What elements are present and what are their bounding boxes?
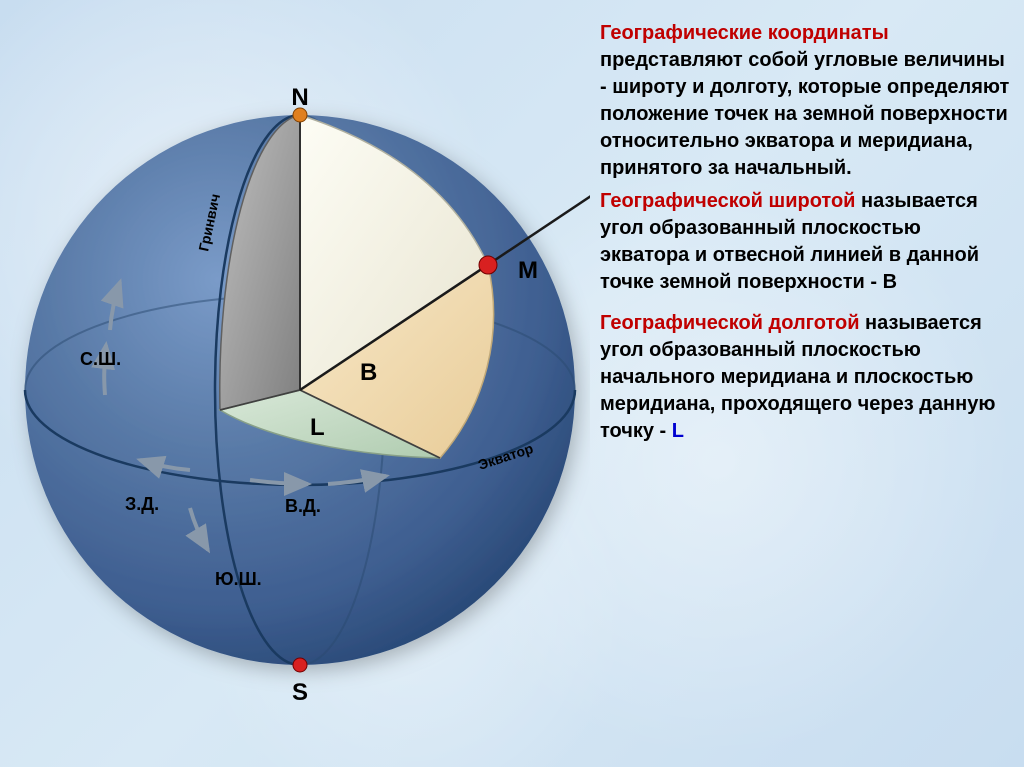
- para-2: Географической широтой называется угол о…: [600, 188, 1010, 296]
- p1-body: представляют собой угловые величины - ши…: [600, 49, 1009, 179]
- p3-letter: L: [672, 420, 684, 442]
- p3-term: Географической долготой: [600, 312, 859, 334]
- label-m: M: [518, 257, 538, 284]
- label-zd: З.Д.: [125, 494, 159, 514]
- south-pole: [293, 658, 307, 672]
- p2-letter: В: [883, 271, 897, 293]
- p1-term: Географические координаты: [600, 22, 889, 44]
- label-vd: В.Д.: [285, 496, 321, 516]
- label-s: S: [292, 679, 308, 706]
- label-ssh: С.Ш.: [80, 349, 121, 369]
- p2-term: Географической широтой: [600, 190, 855, 212]
- globe-diagram: N S M B L С.Ш. З.Д. В.Д. Ю.Ш. Гринвич Эк…: [10, 10, 590, 757]
- point-m: [479, 256, 497, 274]
- description-text: Географические координаты представляют с…: [600, 20, 1010, 747]
- label-ysh: Ю.Ш.: [215, 569, 262, 589]
- label-l: L: [310, 414, 325, 441]
- globe-svg: N S M B L С.Ш. З.Д. В.Д. Ю.Ш. Гринвич Эк…: [10, 10, 590, 757]
- label-b: B: [360, 359, 377, 386]
- para-3: Географической долготой называется угол …: [600, 310, 1010, 445]
- label-n: N: [291, 84, 308, 111]
- para-1: Географические координаты представляют с…: [600, 20, 1010, 182]
